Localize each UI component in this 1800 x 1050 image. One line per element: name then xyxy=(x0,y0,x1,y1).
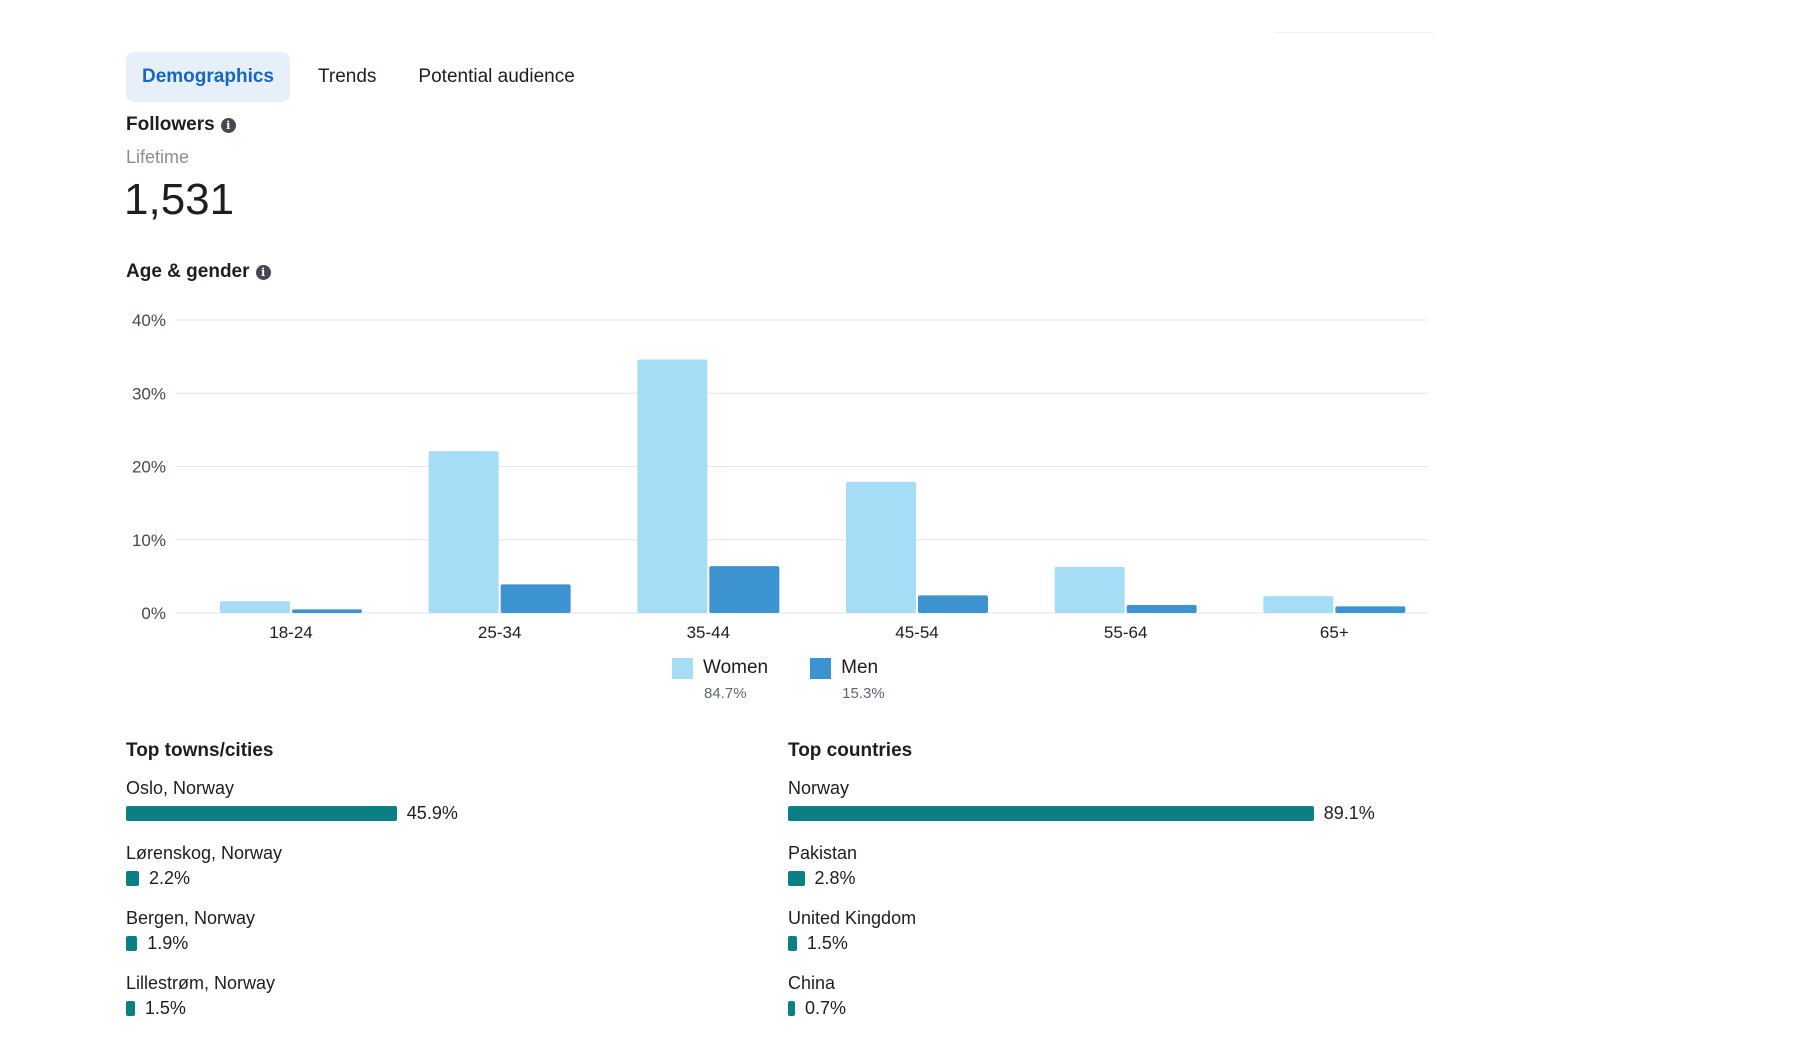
top-cities-section: Top towns/cities Oslo, Norway 45.9% Løre… xyxy=(126,740,786,1036)
legend-share-women: 84.7% xyxy=(704,685,747,702)
country-value: 1.5% xyxy=(806,932,848,953)
x-tick-label: 65+ xyxy=(1320,623,1349,642)
country-label: United Kingdom xyxy=(788,908,917,928)
age-gender-title: Age & gender xyxy=(126,261,250,282)
country-label: Norway xyxy=(788,778,850,798)
legend-swatch-men xyxy=(810,657,832,679)
tab-demographics[interactable]: Demographics xyxy=(126,52,290,102)
legend-share-men: 15.3% xyxy=(842,685,885,702)
country-bar xyxy=(788,805,1314,821)
city-label: Lillestrøm, Norway xyxy=(126,973,276,993)
city-label: Bergen, Norway xyxy=(126,908,256,928)
bar-women xyxy=(1054,566,1125,613)
list-item: China 0.7% xyxy=(788,971,1448,1036)
y-tick-label: 0% xyxy=(141,604,166,623)
country-label: China xyxy=(788,973,836,993)
list-item: Pakistan 2.8% xyxy=(788,841,1448,906)
city-label: Lørenskog, Norway xyxy=(126,843,283,863)
city-bar xyxy=(126,935,138,951)
followers-heading: Followers i xyxy=(126,114,236,136)
bar-men xyxy=(1126,604,1197,613)
x-tick-label: 55-64 xyxy=(1104,623,1147,642)
list-item: Lørenskog, Norway 2.2% xyxy=(126,841,786,906)
list-item: Norway 89.1% xyxy=(788,776,1448,841)
bar-men xyxy=(292,609,362,613)
city-bar xyxy=(126,805,397,821)
city-value: 45.9% xyxy=(406,802,458,823)
age-gender-chart: 0% 10% 20% 30% 40% 18-24 25-34 35-44 45-54 55-64 6… xyxy=(132,311,1428,642)
y-tick-label: 40% xyxy=(132,311,166,330)
country-value: 89.1% xyxy=(1323,802,1375,823)
city-label: Oslo, Norway xyxy=(126,778,235,798)
top-cities-title: Top towns/cities xyxy=(126,740,274,761)
country-bar xyxy=(788,1000,795,1016)
tab-trends[interactable]: Trends xyxy=(317,66,377,87)
city-value: 1.9% xyxy=(147,932,189,953)
y-tick-label: 30% xyxy=(132,384,166,403)
bar-women xyxy=(1263,596,1334,613)
country-bar xyxy=(788,935,797,951)
city-bar xyxy=(126,1000,135,1016)
city-value: 2.2% xyxy=(148,867,190,888)
top-countries-section: Top countries Norway 89.1% Pakistan 2.8%… xyxy=(788,740,1448,1036)
info-icon[interactable]: i xyxy=(255,264,271,280)
legend-swatch-women xyxy=(672,657,693,679)
country-bar xyxy=(788,870,805,886)
legend-item-women: Women 84.7% xyxy=(672,657,768,702)
legend-label-men: Men xyxy=(841,657,879,678)
divider xyxy=(1275,32,1435,33)
list-item: Lillestrøm, Norway 1.5% xyxy=(126,971,786,1036)
country-value: 2.8% xyxy=(814,867,856,888)
info-icon[interactable]: i xyxy=(220,117,236,133)
city-bar xyxy=(126,870,139,886)
bar-men xyxy=(709,566,780,613)
chart-legend: Women 84.7% Men 15.3% xyxy=(672,657,927,702)
legend-item-men: Men 15.3% xyxy=(810,657,885,702)
y-tick-label: 10% xyxy=(132,531,166,550)
bar-men xyxy=(500,584,571,613)
x-tick-label: 18-24 xyxy=(269,623,312,642)
bar-men xyxy=(1335,606,1406,613)
city-value: 1.5% xyxy=(144,997,186,1018)
list-item: Oslo, Norway 45.9% xyxy=(126,776,786,841)
x-tick-label: 35-44 xyxy=(687,623,730,642)
followers-count: 1,531 xyxy=(124,175,235,224)
age-gender-heading: Age & gender i xyxy=(126,261,271,283)
country-value: 0.7% xyxy=(805,997,847,1018)
bar-women xyxy=(428,451,499,613)
bar-women xyxy=(846,481,916,613)
list-item: United Kingdom 1.5% xyxy=(788,906,1448,971)
tab-bar: Demographics Trends Potential audience xyxy=(126,52,601,102)
bar-women xyxy=(220,601,290,613)
bar-men xyxy=(918,595,988,613)
x-tick-label: 25-34 xyxy=(478,623,521,642)
list-item: Bergen, Norway 1.9% xyxy=(126,906,786,971)
bar-women xyxy=(637,359,708,613)
tab-potential-audience[interactable]: Potential audience xyxy=(418,66,575,87)
top-countries-title: Top countries xyxy=(788,740,913,761)
legend-label-women: Women xyxy=(703,657,769,678)
y-tick-label: 20% xyxy=(132,458,166,477)
country-label: Pakistan xyxy=(788,843,858,863)
followers-title: Followers xyxy=(126,114,215,135)
followers-period: Lifetime xyxy=(126,147,190,167)
x-tick-label: 45-54 xyxy=(895,623,938,642)
